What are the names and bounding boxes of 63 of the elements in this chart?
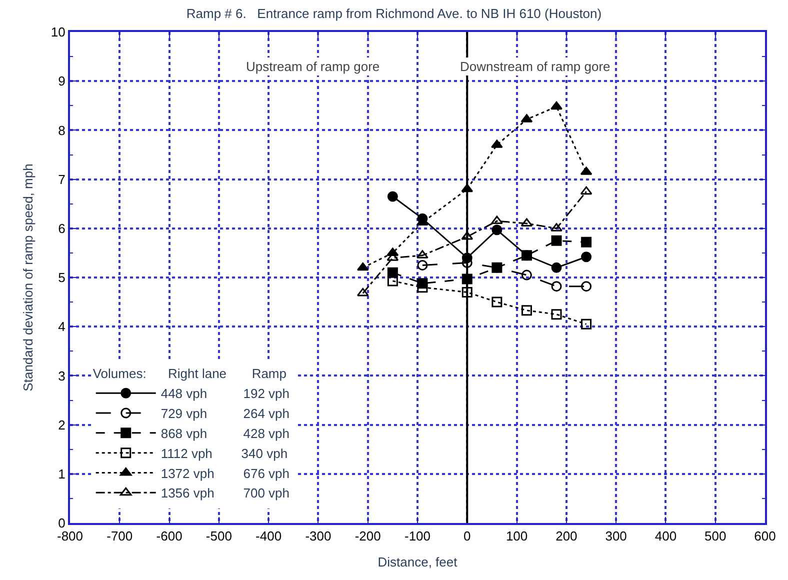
point: [387, 276, 398, 286]
y-tick-label: 10: [50, 24, 66, 40]
annotation: Upstream of ramp gore: [246, 59, 380, 74]
point: [492, 296, 502, 308]
point: [387, 191, 398, 202]
point: [490, 216, 503, 224]
y-tick-label: 1: [58, 466, 66, 482]
point: [551, 309, 562, 320]
x-tick-label: 400: [654, 528, 677, 544]
point: [550, 223, 562, 232]
point: [581, 318, 592, 330]
x-tick-label: -400: [256, 528, 282, 544]
legend-label: 1356 vph 700 vph: [160, 486, 290, 501]
x-tick-label: 200: [556, 528, 578, 544]
point: [581, 281, 592, 292]
y-tick-label: 7: [58, 172, 66, 187]
x-tick-label: -300: [305, 528, 332, 544]
x-tick-label: -600: [156, 528, 182, 544]
legend-label: 1112 vph 340 vph: [160, 446, 288, 461]
x-tick-label: -200: [354, 528, 381, 544]
point: [462, 286, 472, 298]
x-tick-label: -800: [56, 528, 84, 544]
point: [551, 281, 562, 292]
y-tick-label: 8: [58, 122, 66, 138]
y-tick-label: 3: [58, 368, 66, 384]
x-tick-label: 500: [704, 528, 726, 544]
y-tick-label: 6: [58, 220, 66, 236]
point: [417, 282, 428, 293]
point: [521, 305, 532, 316]
point: [492, 224, 502, 236]
point: [521, 270, 532, 280]
legend-label: 868 vph 428 vph: [160, 426, 290, 441]
x-tick-label: 300: [605, 528, 627, 544]
y-tick-label: 5: [58, 270, 66, 286]
point: [521, 250, 532, 261]
point: [551, 262, 562, 273]
point: [581, 252, 592, 262]
legend-label: 448 vph 192 vph: [160, 386, 290, 402]
chart-title: Ramp # 6. Entrance ramp from Richmond Ave. to NB IH 610 (Houston): [186, 6, 602, 21]
point: [356, 288, 369, 296]
point: [416, 250, 428, 258]
point: [417, 260, 428, 270]
x-axis-title: Distance, feet: [378, 554, 458, 570]
x-tick-label: -500: [206, 528, 232, 544]
y-tick-label: 0: [58, 516, 66, 531]
x-tick-label: 600: [754, 528, 776, 544]
x-tick-label: -700: [106, 528, 133, 544]
y-tick-label: 4: [58, 319, 66, 334]
point: [551, 235, 562, 246]
point: [550, 101, 562, 110]
point: [356, 262, 369, 271]
point: [580, 186, 592, 195]
point: [581, 236, 592, 248]
legend-label: 729 vph 264 vph: [160, 406, 290, 422]
legend-title: Volumes: Right lane Ramp: [92, 366, 287, 382]
legend-label: 1372 vph 676 vph: [160, 466, 290, 481]
x-tick-label: 0: [464, 528, 471, 544]
y-tick-label: 2: [58, 417, 66, 432]
y-tick-label: 9: [58, 74, 66, 89]
y-axis-title: Standard deviation of ramp speed, mph: [20, 164, 36, 392]
x-tick-label: -100: [404, 528, 431, 544]
annotation: Downstream of ramp gore: [460, 59, 610, 74]
x-tick-label: 100: [506, 528, 528, 544]
